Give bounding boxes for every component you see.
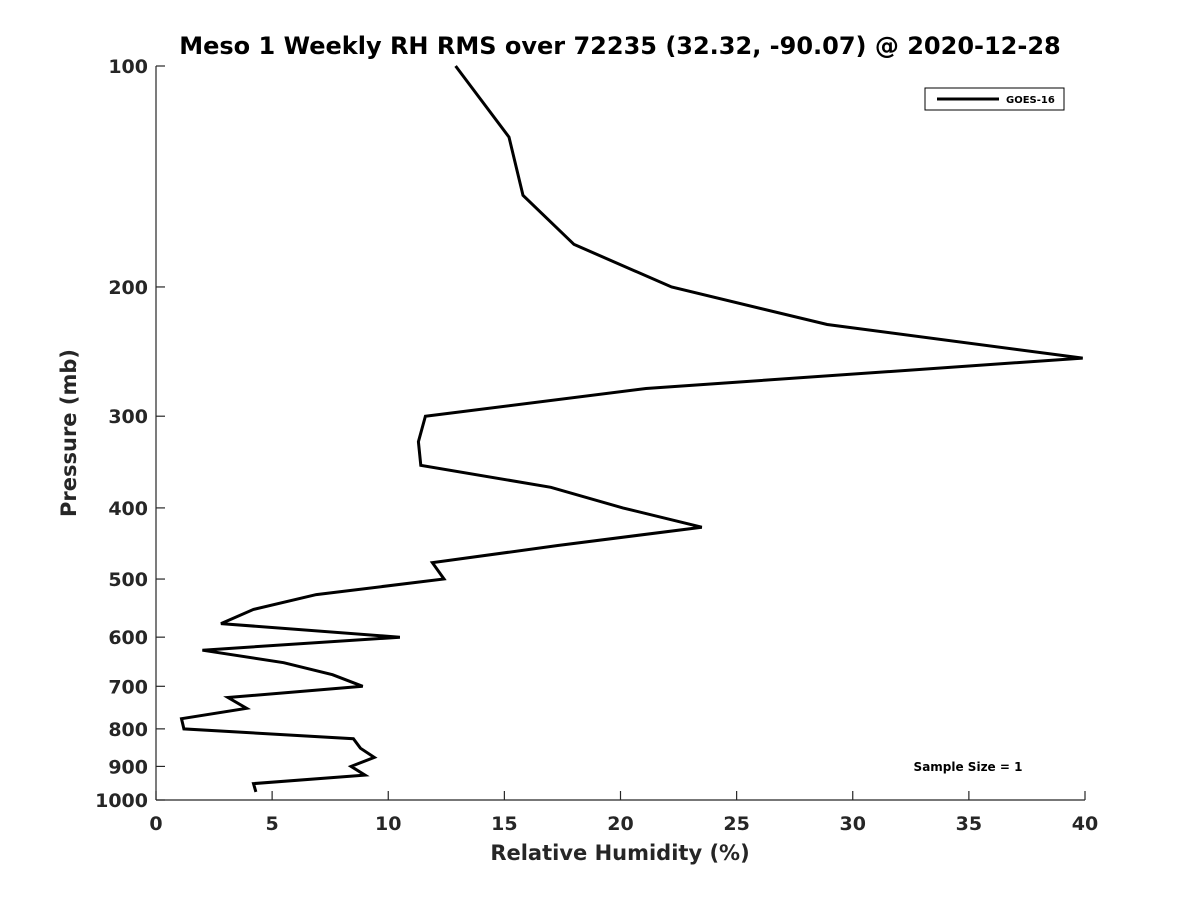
y-tick-label-100: 100	[108, 56, 148, 78]
x-tick-label-15: 15	[491, 813, 517, 835]
y-tick-label-900: 900	[108, 756, 148, 778]
x-tick-label-40: 40	[1072, 813, 1098, 835]
y-tick-label-400: 400	[108, 498, 148, 520]
x-tick-label-35: 35	[956, 813, 982, 835]
y-axis-label: Pressure (mb)	[57, 349, 81, 517]
x-tick-label-20: 20	[607, 813, 633, 835]
x-axis-ticks: 0 5 10 15 20 25 30 35 40	[149, 791, 1098, 835]
x-tick-label-0: 0	[149, 813, 162, 835]
y-tick-label-800: 800	[108, 719, 148, 741]
sample-size-annotation: Sample Size = 1	[914, 760, 1023, 774]
legend: GOES-16	[924, 87, 1065, 111]
y-tick-label-300: 300	[108, 406, 148, 428]
series-line-goes-16	[179, 65, 1083, 793]
x-tick-label-30: 30	[840, 813, 866, 835]
x-tick-label-25: 25	[723, 813, 749, 835]
y-tick-label-200: 200	[108, 277, 148, 299]
y-tick-label-1000: 1000	[95, 790, 148, 812]
x-tick-label-5: 5	[266, 813, 279, 835]
y-tick-label-500: 500	[108, 569, 148, 591]
chart-title: Meso 1 Weekly RH RMS over 72235 (32.32, …	[179, 32, 1061, 60]
x-axis-label: Relative Humidity (%)	[490, 841, 749, 865]
y-axis-ticks: 100 200 300 400 500 600 700 800 900 1000	[95, 56, 165, 812]
y-tick-label-700: 700	[108, 676, 148, 698]
y-tick-label-600: 600	[108, 627, 148, 649]
legend-label-goes-16: GOES-16	[1006, 95, 1055, 106]
x-tick-label-10: 10	[375, 813, 401, 835]
series-layer	[179, 65, 1083, 793]
